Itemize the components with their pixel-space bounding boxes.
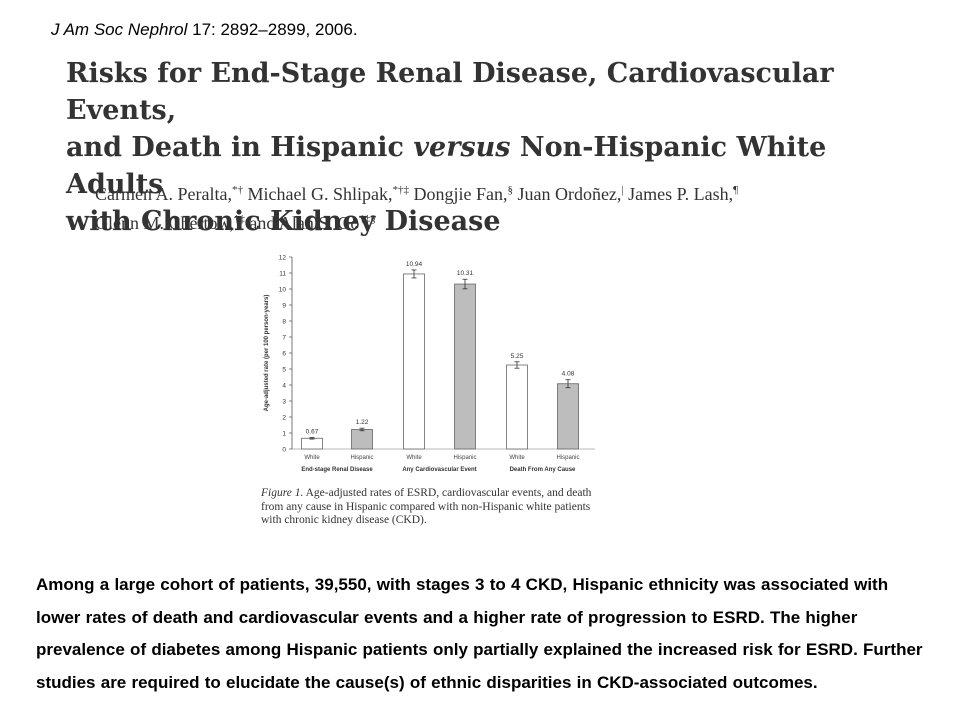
y-tick-label: 0 — [282, 447, 286, 454]
y-tick-label: 10 — [279, 287, 287, 294]
data-label: 5.25 — [511, 353, 524, 360]
author-list: Carmen A. Peralta,*† Michael G. Shlipak,… — [95, 178, 895, 236]
author: Glenn M. Chertow,†‡ — [95, 213, 245, 233]
figure-1: 0 1 2 3 4 5 6 7 8 9 10 11 12 Age-adjusted rate (per 1… — [255, 245, 610, 530]
group-label: Death From Any Cause — [510, 467, 576, 473]
y-tick-label: 1 — [282, 431, 286, 438]
y-tick-label: 6 — [282, 351, 286, 358]
y-tick-label: 11 — [279, 271, 286, 278]
y-tick-label: 2 — [282, 415, 286, 422]
bar — [301, 437, 323, 450]
author: Michael G. Shlipak,*†‡ — [247, 184, 409, 204]
category-label: Hispanic — [556, 455, 579, 461]
bar — [403, 273, 425, 450]
category-label: White — [406, 455, 422, 461]
title-line-1: Risks for End-Stage Renal Disease, Cardi… — [66, 58, 834, 126]
data-label: 10.31 — [457, 270, 474, 277]
category-label: Hispanic — [350, 455, 373, 461]
journal-name: J Am Soc Nephrol — [51, 20, 188, 39]
y-tick-label: 5 — [282, 367, 286, 374]
author: Dongjie Fan,§ — [413, 184, 513, 204]
y-tick-label: 4 — [282, 383, 286, 390]
category-label: White — [509, 455, 525, 461]
bar — [351, 429, 373, 450]
group-label: Any Cardiovascular Event — [402, 467, 476, 473]
title-line-3: with Chronic Kidney Disease — [66, 206, 501, 237]
y-tick-label: 3 — [282, 399, 286, 406]
title-line-2c: Non-Hispanic White Adults — [66, 132, 827, 200]
category-label: White — [304, 455, 320, 461]
author: Juan Ordoñez,| — [517, 184, 624, 204]
title-line-2b: versus — [413, 132, 511, 163]
data-label: 1.22 — [356, 419, 369, 426]
y-tick-label: 9 — [282, 303, 286, 310]
y-tick-label: 12 — [279, 255, 287, 262]
citation: J Am Soc Nephrol 17: 2892–2899, 2006. — [51, 20, 358, 40]
bar — [454, 283, 476, 450]
paper-title: Risks for End-Stage Renal Disease, Cardi… — [66, 55, 896, 240]
group-label: End-stage Renal Disease — [301, 467, 373, 473]
bar — [506, 364, 528, 450]
author: and Alan S. Go†‡§ — [249, 213, 376, 233]
y-axis-label: Age-adjusted rate (per 100 person-years) — [264, 295, 270, 412]
author: James P. Lash,¶ — [628, 184, 739, 204]
figure-caption: Figure 1. Age-adjusted rates of ESRD, ca… — [261, 487, 601, 528]
data-label: 0.67 — [306, 428, 319, 435]
author: Carmen A. Peralta,*† — [95, 184, 243, 204]
category-label: Hispanic — [453, 455, 476, 461]
y-tick-label: 7 — [282, 335, 286, 342]
citation-volume: 17: 2892–2899, 2006. — [192, 20, 358, 39]
y-tick-label: 8 — [282, 319, 286, 326]
summary-text: Among a large cohort of patients, 39,550… — [36, 575, 923, 692]
figure-label: Figure 1. — [261, 487, 304, 499]
caption-text: Age-adjusted rates of ESRD, cardiovascul… — [261, 487, 592, 526]
bar — [557, 383, 579, 450]
data-label: 4.08 — [562, 371, 575, 378]
data-label: 10.94 — [406, 261, 423, 268]
title-line-2a: and Death in Hispanic — [66, 132, 414, 163]
